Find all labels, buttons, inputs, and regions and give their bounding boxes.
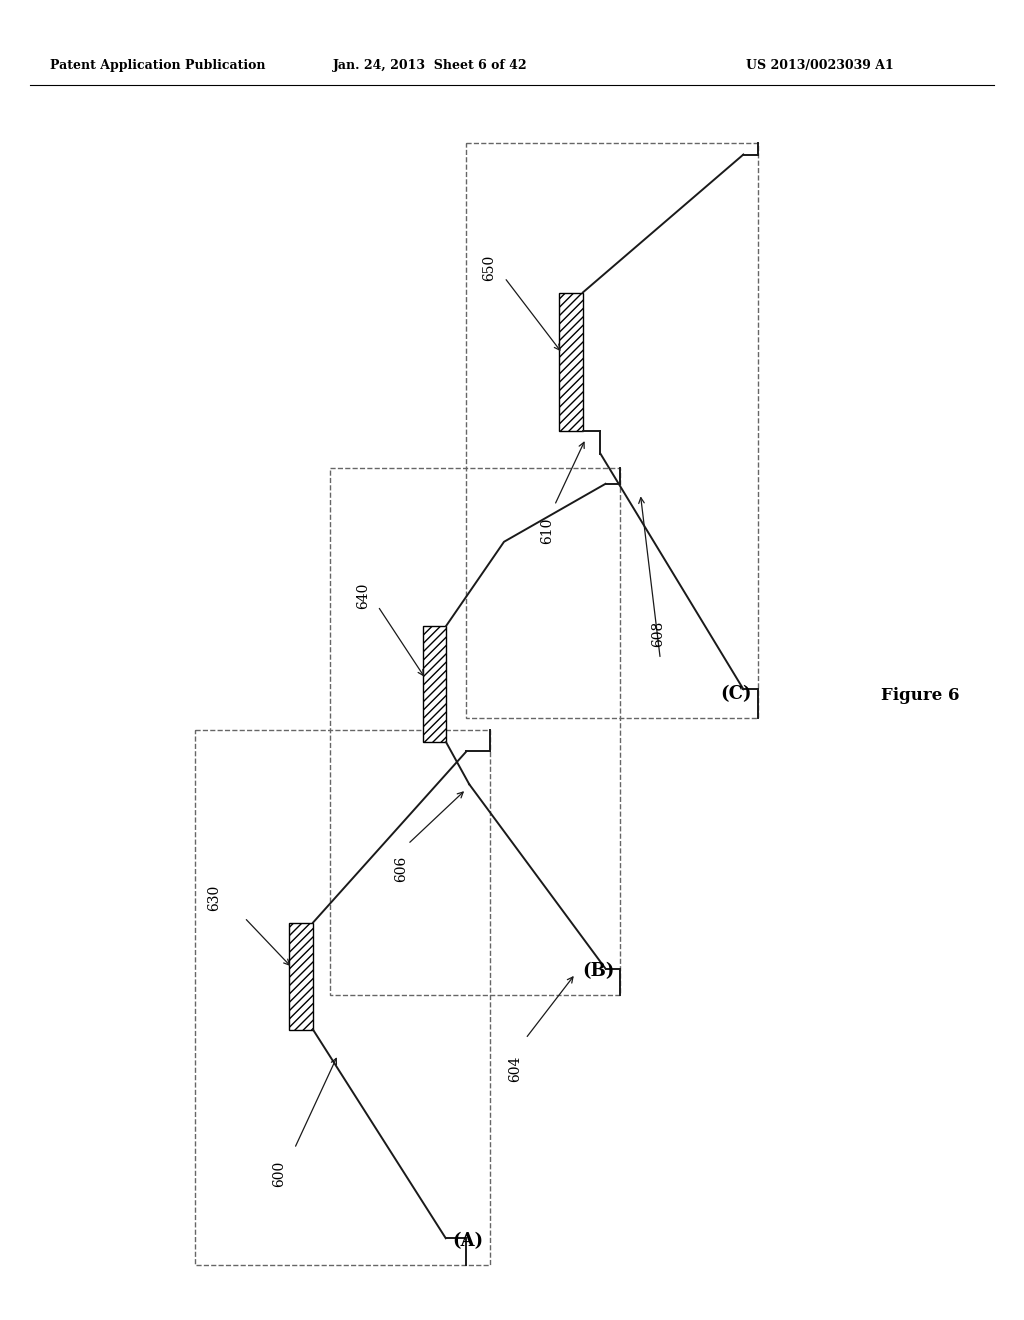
Text: 600: 600 [272, 1160, 287, 1187]
Text: 606: 606 [394, 857, 408, 882]
Text: 608: 608 [651, 622, 666, 647]
Text: 604: 604 [509, 1056, 522, 1082]
Text: 630: 630 [208, 884, 221, 911]
Text: US 2013/0023039 A1: US 2013/0023039 A1 [746, 58, 894, 71]
Text: 650: 650 [482, 255, 497, 281]
Text: Figure 6: Figure 6 [881, 686, 959, 704]
Text: 610: 610 [541, 517, 554, 544]
Text: Patent Application Publication: Patent Application Publication [50, 58, 265, 71]
Text: Jan. 24, 2013  Sheet 6 of 42: Jan. 24, 2013 Sheet 6 of 42 [333, 58, 527, 71]
Bar [559, 293, 583, 430]
Text: (A): (A) [453, 1232, 483, 1250]
Bar [330, 469, 620, 995]
Bar [290, 923, 313, 1030]
Bar [195, 730, 490, 1265]
Text: (C): (C) [720, 685, 752, 704]
Text: (B): (B) [582, 962, 614, 979]
Bar [466, 143, 758, 718]
Bar [423, 626, 446, 742]
Text: 640: 640 [355, 583, 370, 610]
